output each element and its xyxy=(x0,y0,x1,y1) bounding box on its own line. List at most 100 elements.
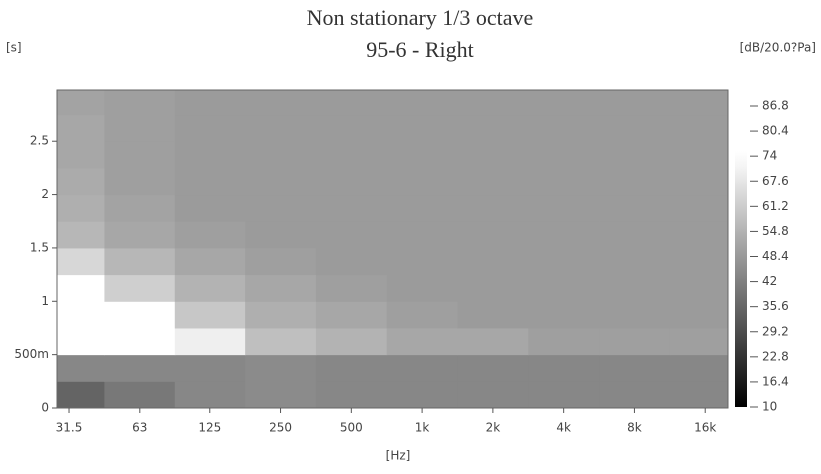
heatmap-cell xyxy=(528,354,600,382)
heatmap-cell xyxy=(457,381,529,408)
heatmap-cell xyxy=(386,90,458,116)
colorbar xyxy=(735,106,747,407)
heatmap-cell xyxy=(386,327,458,356)
heatmap-cell xyxy=(57,90,105,116)
heatmap-cell xyxy=(457,194,529,222)
heatmap-cell xyxy=(528,90,600,116)
y-tick-label: 500m xyxy=(14,347,49,361)
heatmap-cell xyxy=(599,354,671,382)
heatmap-cell xyxy=(174,114,246,142)
heatmap-cell xyxy=(245,221,317,249)
heatmap-cell xyxy=(386,381,458,408)
heatmap-cell xyxy=(457,301,529,329)
heatmap-cell xyxy=(245,247,317,276)
x-tick-label: 63 xyxy=(132,421,147,435)
heatmap-cell xyxy=(245,114,317,142)
heatmap-cell xyxy=(57,167,105,196)
colorbar-tick-label: 86.8 xyxy=(762,99,789,113)
heatmap-cell xyxy=(315,167,388,196)
heatmap-cell xyxy=(315,354,388,382)
heatmap-cell xyxy=(315,194,388,222)
heatmap-cell xyxy=(104,247,176,276)
heatmap-cell xyxy=(104,274,176,302)
colorbar-tick-label: 35.6 xyxy=(762,299,789,313)
x-tick-label: 4k xyxy=(556,421,571,435)
heatmap-cell xyxy=(599,247,671,276)
heatmap-cell xyxy=(386,114,458,142)
heatmap-cell xyxy=(528,167,600,196)
heatmap-cell xyxy=(315,274,388,302)
heatmap-cell xyxy=(457,354,529,382)
heatmap-cell xyxy=(315,141,388,169)
heatmap-cell xyxy=(599,381,671,408)
heatmap-cell xyxy=(245,194,317,222)
heatmap-cell xyxy=(528,381,600,408)
heatmap-cell xyxy=(457,141,529,169)
heatmap-cell xyxy=(599,274,671,302)
y-tick-label: 1 xyxy=(41,294,49,308)
heatmap-cell xyxy=(386,354,458,382)
heatmap-cell xyxy=(386,194,458,222)
heatmap-cell xyxy=(174,167,246,196)
heatmap-cell xyxy=(599,141,671,169)
heatmap-cell xyxy=(174,274,246,302)
x-tick-label: 125 xyxy=(198,421,221,435)
heatmap-cell xyxy=(457,247,529,276)
colorbar-tick-label: 48.4 xyxy=(762,249,789,263)
y-tick-label: 0 xyxy=(41,401,49,415)
x-tick-label: 16k xyxy=(694,421,716,435)
heatmap-cell xyxy=(315,90,388,116)
heatmap-cell xyxy=(599,301,671,329)
heatmap-cell xyxy=(245,141,317,169)
heatmap-cell xyxy=(457,167,529,196)
heatmap-cell xyxy=(315,381,388,408)
heatmap-cell xyxy=(315,114,388,142)
x-tick-label: 2k xyxy=(486,421,501,435)
heatmap-cell xyxy=(57,114,105,142)
heatmap-cell xyxy=(528,327,600,356)
heatmap-cell xyxy=(528,114,600,142)
heatmap-cell xyxy=(457,274,529,302)
heatmap-cell xyxy=(104,90,176,116)
heatmap-cell xyxy=(174,354,246,382)
x-tick-label: 8k xyxy=(627,421,642,435)
heatmap-cell xyxy=(669,274,728,302)
heatmap-cell xyxy=(669,327,728,356)
heatmap-cell xyxy=(245,167,317,196)
heatmap-cell xyxy=(386,247,458,276)
colorbar-tick-label: 67.6 xyxy=(762,174,789,188)
colorbar-tick-label: 61.2 xyxy=(762,199,789,213)
heatmap-cell xyxy=(315,221,388,249)
colorbar-tick-label: 10 xyxy=(762,400,777,414)
x-tick-label: 500 xyxy=(340,421,363,435)
x-axis-label: [Hz] xyxy=(386,449,411,463)
heatmap-cell xyxy=(528,221,600,249)
heatmap-cell xyxy=(174,381,246,408)
heatmap-cell xyxy=(599,90,671,116)
heatmap-cell xyxy=(669,167,728,196)
heatmap-cell xyxy=(245,301,317,329)
heatmap-cell xyxy=(57,141,105,169)
heatmap-cell xyxy=(315,247,388,276)
heatmap-cell xyxy=(669,114,728,142)
heatmap-cell xyxy=(669,354,728,382)
y-tick-label: 2 xyxy=(41,187,49,201)
heatmap-cell xyxy=(104,167,176,196)
heatmap-cell xyxy=(669,247,728,276)
heatmap-cell xyxy=(669,221,728,249)
heatmap-cell xyxy=(245,381,317,408)
y-axis-label: [s] xyxy=(6,41,22,55)
heatmap-cell xyxy=(57,247,105,276)
heatmap-cell xyxy=(599,221,671,249)
heatmap-cell xyxy=(174,221,246,249)
heatmap-cell xyxy=(599,167,671,196)
heatmap-cell xyxy=(57,301,105,329)
heatmap-cell xyxy=(57,327,105,356)
heatmap-cell xyxy=(386,221,458,249)
heatmap-cell xyxy=(57,221,105,249)
heatmap-cell xyxy=(104,194,176,222)
heatmap-cell xyxy=(245,274,317,302)
heatmap-cell xyxy=(174,90,246,116)
heatmap-cell xyxy=(599,194,671,222)
